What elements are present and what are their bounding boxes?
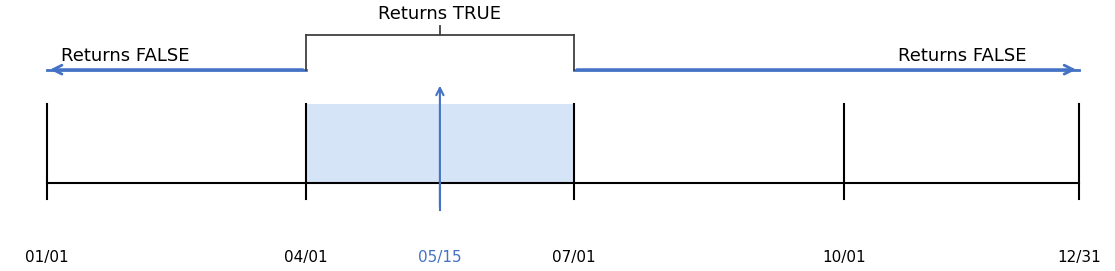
Text: 10/01: 10/01 <box>822 250 865 265</box>
Text: 01/01: 01/01 <box>26 250 69 265</box>
Text: 07/01: 07/01 <box>552 250 595 265</box>
Text: Returns TRUE: Returns TRUE <box>378 5 502 23</box>
Text: Returns FALSE: Returns FALSE <box>899 47 1027 65</box>
Bar <box>306 104 574 183</box>
Text: Returns FALSE: Returns FALSE <box>60 47 190 65</box>
Text: 12/31: 12/31 <box>1057 250 1101 265</box>
Text: 04/01: 04/01 <box>284 250 328 265</box>
Text: 05/15: 05/15 <box>418 250 462 265</box>
